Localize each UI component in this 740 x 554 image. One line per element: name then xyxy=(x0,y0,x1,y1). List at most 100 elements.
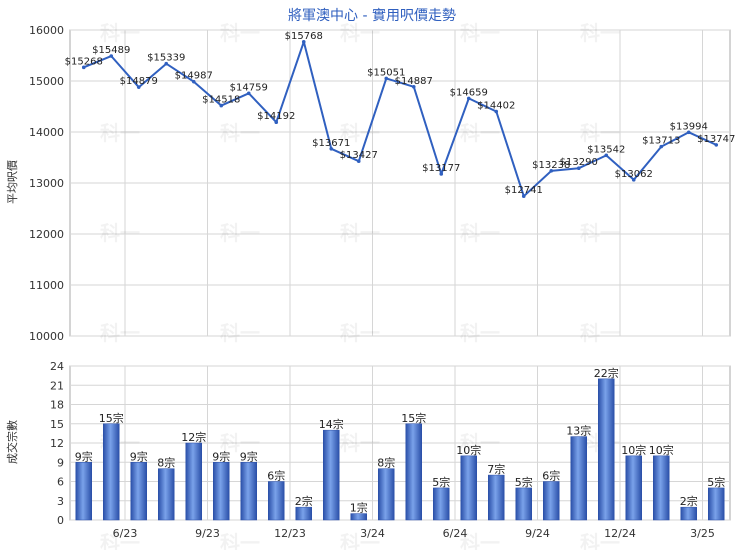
x-tick-label: 9/24 xyxy=(525,527,550,540)
price-data-label: $13994 xyxy=(670,121,708,132)
price-data-label: $14887 xyxy=(395,76,433,87)
price-data-label: $13542 xyxy=(587,144,625,155)
transaction-data-label: 10宗 xyxy=(649,443,674,457)
transaction-data-label: 5宗 xyxy=(707,475,725,489)
transaction-bar xyxy=(350,513,367,521)
x-tick-label: 12/23 xyxy=(274,527,306,540)
watermark-text: 科一 xyxy=(220,431,260,455)
transaction-bar xyxy=(213,462,230,521)
bar-y-tick-label: 0 xyxy=(57,514,64,527)
x-tick-label: 12/24 xyxy=(604,527,636,540)
watermark-text: 科一 xyxy=(100,531,140,550)
x-tick-label: 6/23 xyxy=(113,527,138,540)
transaction-bar xyxy=(460,455,477,521)
price-data-label: $12741 xyxy=(505,185,543,196)
transaction-bar xyxy=(708,487,725,521)
price-data-label: $13177 xyxy=(422,163,460,174)
watermark-text: 科一 xyxy=(460,431,500,455)
price-data-label: $13062 xyxy=(615,169,653,180)
watermark-text: 科一 xyxy=(100,221,140,245)
price-data-label: $15339 xyxy=(147,53,185,64)
price-point xyxy=(494,109,499,114)
price-point xyxy=(714,143,719,147)
transaction-bar xyxy=(405,423,422,521)
bar-y-tick-label: 9 xyxy=(57,456,64,469)
bar-y-tick-label: 21 xyxy=(50,379,64,392)
transaction-bar xyxy=(625,455,642,521)
watermark-text: 科一 xyxy=(340,121,380,145)
price-data-label: $15051 xyxy=(367,67,405,78)
transaction-data-label: 5宗 xyxy=(432,475,450,489)
watermark-text: 科一 xyxy=(340,321,380,345)
watermark-text: 科一 xyxy=(100,321,140,345)
price-point xyxy=(191,79,196,84)
transaction-data-label: 15宗 xyxy=(99,411,124,425)
bar-y-tick-label: 12 xyxy=(50,437,64,450)
price-point xyxy=(164,61,169,66)
x-tick-label: 3/24 xyxy=(360,527,385,540)
price-point xyxy=(604,153,609,158)
x-tick-label: 9/23 xyxy=(195,527,220,540)
transaction-bar xyxy=(130,462,147,521)
bar-chart-ylabel: 成交宗數 xyxy=(5,420,19,464)
price-point xyxy=(659,144,664,149)
price-data-label: $15268 xyxy=(65,56,103,67)
transaction-bar xyxy=(515,487,532,521)
price-point xyxy=(219,103,224,108)
watermark-text: 科一 xyxy=(100,121,140,145)
transaction-data-label: 14宗 xyxy=(319,417,344,431)
transaction-data-label: 15宗 xyxy=(401,411,426,425)
watermark-text: 科一 xyxy=(220,21,260,45)
transaction-data-label: 2宗 xyxy=(295,494,313,508)
transaction-data-label: 22宗 xyxy=(594,366,619,380)
line-y-tick-label: 14000 xyxy=(29,126,64,139)
price-point xyxy=(246,91,251,96)
price-line-series xyxy=(83,40,717,198)
watermark-text: 科一 xyxy=(580,21,620,45)
transaction-data-label: 2宗 xyxy=(680,494,698,508)
x-tick-label: 6/24 xyxy=(443,527,468,540)
transaction-data-label: 13宗 xyxy=(566,424,591,438)
bar-y-tick-label: 24 xyxy=(50,360,64,373)
watermark-text: 科一 xyxy=(580,321,620,345)
watermark-text: 科一 xyxy=(580,531,620,550)
price-point xyxy=(329,146,334,151)
transaction-bar xyxy=(185,442,202,521)
price-data-label: $13671 xyxy=(312,138,350,149)
x-tick-label: 3/25 xyxy=(690,527,715,540)
price-data-label: $14759 xyxy=(230,82,268,93)
watermark-text: 科一 xyxy=(580,221,620,245)
price-point xyxy=(686,130,691,135)
price-point xyxy=(631,178,636,182)
price-data-label: $13290 xyxy=(560,157,598,168)
price-data-label: $14518 xyxy=(202,95,240,106)
transaction-data-label: 6宗 xyxy=(542,469,560,483)
line-y-tick-label: 12000 xyxy=(29,228,64,241)
price-point xyxy=(439,172,444,176)
line-y-tick-label: 15000 xyxy=(29,75,64,88)
bar-y-tick-label: 18 xyxy=(50,399,64,412)
transaction-data-label: 5宗 xyxy=(515,475,533,489)
price-point xyxy=(109,54,114,58)
transaction-data-label: 7宗 xyxy=(487,462,505,476)
transaction-bar xyxy=(158,468,175,521)
watermark-text: 科一 xyxy=(460,21,500,45)
transaction-bar xyxy=(103,423,120,521)
watermark-text: 科一 xyxy=(340,221,380,245)
bar-y-tick-label: 3 xyxy=(57,495,64,508)
price-data-label: $15768 xyxy=(285,31,323,42)
transaction-data-label: 1宗 xyxy=(350,501,368,515)
transaction-bar xyxy=(653,455,670,521)
price-point xyxy=(411,84,416,89)
transaction-bar xyxy=(268,481,285,521)
transaction-bar xyxy=(433,487,450,521)
line-y-tick-label: 13000 xyxy=(29,177,64,190)
bar-y-tick-label: 15 xyxy=(50,418,64,431)
watermark-text: 科一 xyxy=(460,321,500,345)
transaction-data-label: 8宗 xyxy=(157,456,175,470)
transaction-bar xyxy=(680,506,697,521)
transaction-data-label: 9宗 xyxy=(212,449,230,463)
line-y-tick-label: 10000 xyxy=(29,330,64,343)
watermark-text: 科一 xyxy=(340,431,380,455)
transaction-data-label: 9宗 xyxy=(75,449,93,463)
